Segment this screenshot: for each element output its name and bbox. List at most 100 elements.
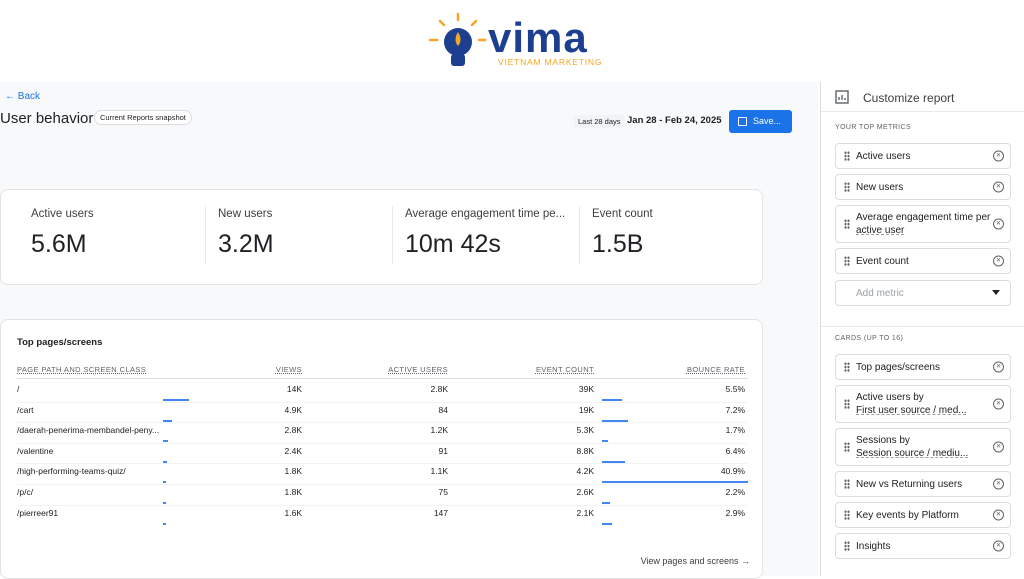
save-button[interactable]: Save... (729, 110, 792, 133)
page-path: /cart (17, 404, 34, 415)
view-link[interactable]: View pages and screens → (640, 556, 750, 566)
page-path: / (17, 384, 20, 394)
back-link[interactable]: ← Back (5, 91, 41, 102)
cell-value: 39K (578, 384, 594, 394)
column-header: VIEWS (275, 365, 302, 374)
row-rule (17, 504, 748, 506)
table-title: Top pages/screens (17, 337, 103, 348)
list-item[interactable]: New users × (835, 174, 1011, 200)
panel-icon (835, 90, 849, 104)
cell-value: 19K (578, 404, 594, 415)
cell-value: 6.4% (725, 445, 745, 456)
page-path: /valentine (17, 445, 54, 456)
list-item[interactable]: Key events by Platform × (835, 502, 1011, 528)
remove-button[interactable]: × (993, 398, 1004, 410)
divider (579, 206, 580, 264)
cell-value: 1.6K (284, 507, 303, 518)
drag-handle[interactable] (844, 182, 850, 192)
value-bar (602, 399, 622, 401)
cell-value: 2.6K (576, 487, 595, 497)
metric-value: 5.6M (31, 230, 87, 258)
cell-value: 2.9% (725, 507, 745, 518)
value-bar (163, 460, 168, 463)
cell-value: 14K (286, 384, 302, 394)
remove-button[interactable]: × (993, 181, 1004, 193)
remove-button[interactable]: × (993, 540, 1004, 552)
row-rule (17, 401, 748, 403)
item-text: New vs Returning users (856, 478, 963, 490)
remove-button[interactable]: × (993, 150, 1004, 162)
page-path: /high-performing-teams-quiz/ (17, 466, 126, 477)
item-text: Average engagement time per (856, 212, 991, 223)
drag-handle[interactable] (844, 442, 850, 452)
value-bar (602, 522, 613, 525)
row-rule (17, 422, 748, 424)
list-item[interactable]: Sessions by Session source / mediu... × (835, 428, 1011, 466)
remove-button[interactable]: × (993, 509, 1004, 521)
header-rule (17, 378, 748, 379)
cell-value: 147 (433, 507, 448, 518)
view-link-text[interactable]: View pages and screens (640, 556, 739, 566)
metric-value: 3.2M (218, 230, 274, 258)
drag-handle[interactable] (844, 510, 850, 520)
metric-value: 10m 42s (405, 230, 501, 258)
value-bar (602, 440, 609, 443)
value-bar (602, 502, 610, 504)
cell-value: 2.8K (284, 425, 303, 436)
drag-handle[interactable] (844, 479, 850, 489)
metrics-card: Active users 5.6M New users 3.2M Average eng… (0, 189, 763, 285)
page-path: /daerah-penerima-membandel-peny... (17, 425, 160, 436)
item-text: Event count (856, 255, 909, 267)
column-header: PAGE PATH AND SCREEN CLASS (17, 365, 147, 374)
snapshot-badge[interactable]: Current Reports snapshot (94, 110, 192, 125)
logo-tagline: VIETNAM MARKETING (498, 57, 603, 67)
metric-label: New users (218, 208, 273, 220)
list-item[interactable]: Insights × (835, 533, 1011, 559)
cell-value: 1.8K (284, 487, 303, 497)
remove-button[interactable]: × (993, 361, 1004, 373)
value-bar (163, 399, 189, 401)
column-header: BOUNCE RATE (686, 365, 745, 374)
value-bar (163, 522, 166, 525)
item-text: New users (856, 181, 904, 193)
list-item[interactable]: New vs Returning users × (835, 471, 1011, 497)
list-item[interactable]: Event count × (835, 248, 1011, 274)
add-metric[interactable]: Add metric (835, 280, 1011, 306)
back-text[interactable]: Back (17, 91, 41, 102)
cell-value: 1.7% (725, 425, 745, 436)
value-bar (163, 481, 167, 484)
item-text: Insights (856, 540, 891, 552)
date-range[interactable]: Jan 28 - Feb 24, 2025 (627, 115, 722, 126)
section-heading: CARDS (UP TO 16) (835, 335, 904, 342)
drag-handle[interactable] (844, 256, 850, 266)
list-item[interactable]: Active users × (835, 143, 1011, 169)
page-path: /pierreer91 (17, 507, 59, 518)
list-item[interactable]: Average engagement time per active user × (835, 205, 1011, 243)
save-text[interactable]: Save... (753, 116, 782, 126)
cell-value: 4.9K (284, 404, 303, 415)
drag-handle[interactable] (844, 219, 850, 229)
value-bar (602, 481, 748, 484)
remove-button[interactable]: × (993, 478, 1004, 490)
drag-handle[interactable] (844, 362, 850, 372)
drag-handle[interactable] (844, 541, 850, 551)
drag-handle[interactable] (844, 399, 850, 409)
remove-button[interactable]: × (993, 255, 1004, 267)
value-bar (602, 419, 628, 422)
column-header: EVENT COUNT (535, 365, 594, 374)
item-text: Key events by Platform (856, 509, 959, 521)
row-rule (17, 483, 748, 485)
remove-button[interactable]: × (993, 441, 1004, 453)
logo-icon (428, 12, 486, 66)
list-item[interactable]: Active users by First user source / med..… (835, 385, 1011, 423)
metric-label: Event count (592, 208, 653, 220)
remove-button[interactable]: × (993, 218, 1004, 230)
list-item[interactable]: Top pages/screens × (835, 354, 1011, 380)
metric-value: 1.5B (592, 230, 644, 258)
value-bar (163, 502, 167, 504)
report-area: ← Back User behavior Current Reports sna… (0, 82, 818, 579)
add-metric-text[interactable]: Add metric (856, 287, 904, 299)
metric-label: Active users (31, 208, 94, 220)
drag-handle[interactable] (844, 151, 850, 161)
customize-panel: Customize report YOUR TOP METRICS CARDS … (820, 82, 1024, 576)
